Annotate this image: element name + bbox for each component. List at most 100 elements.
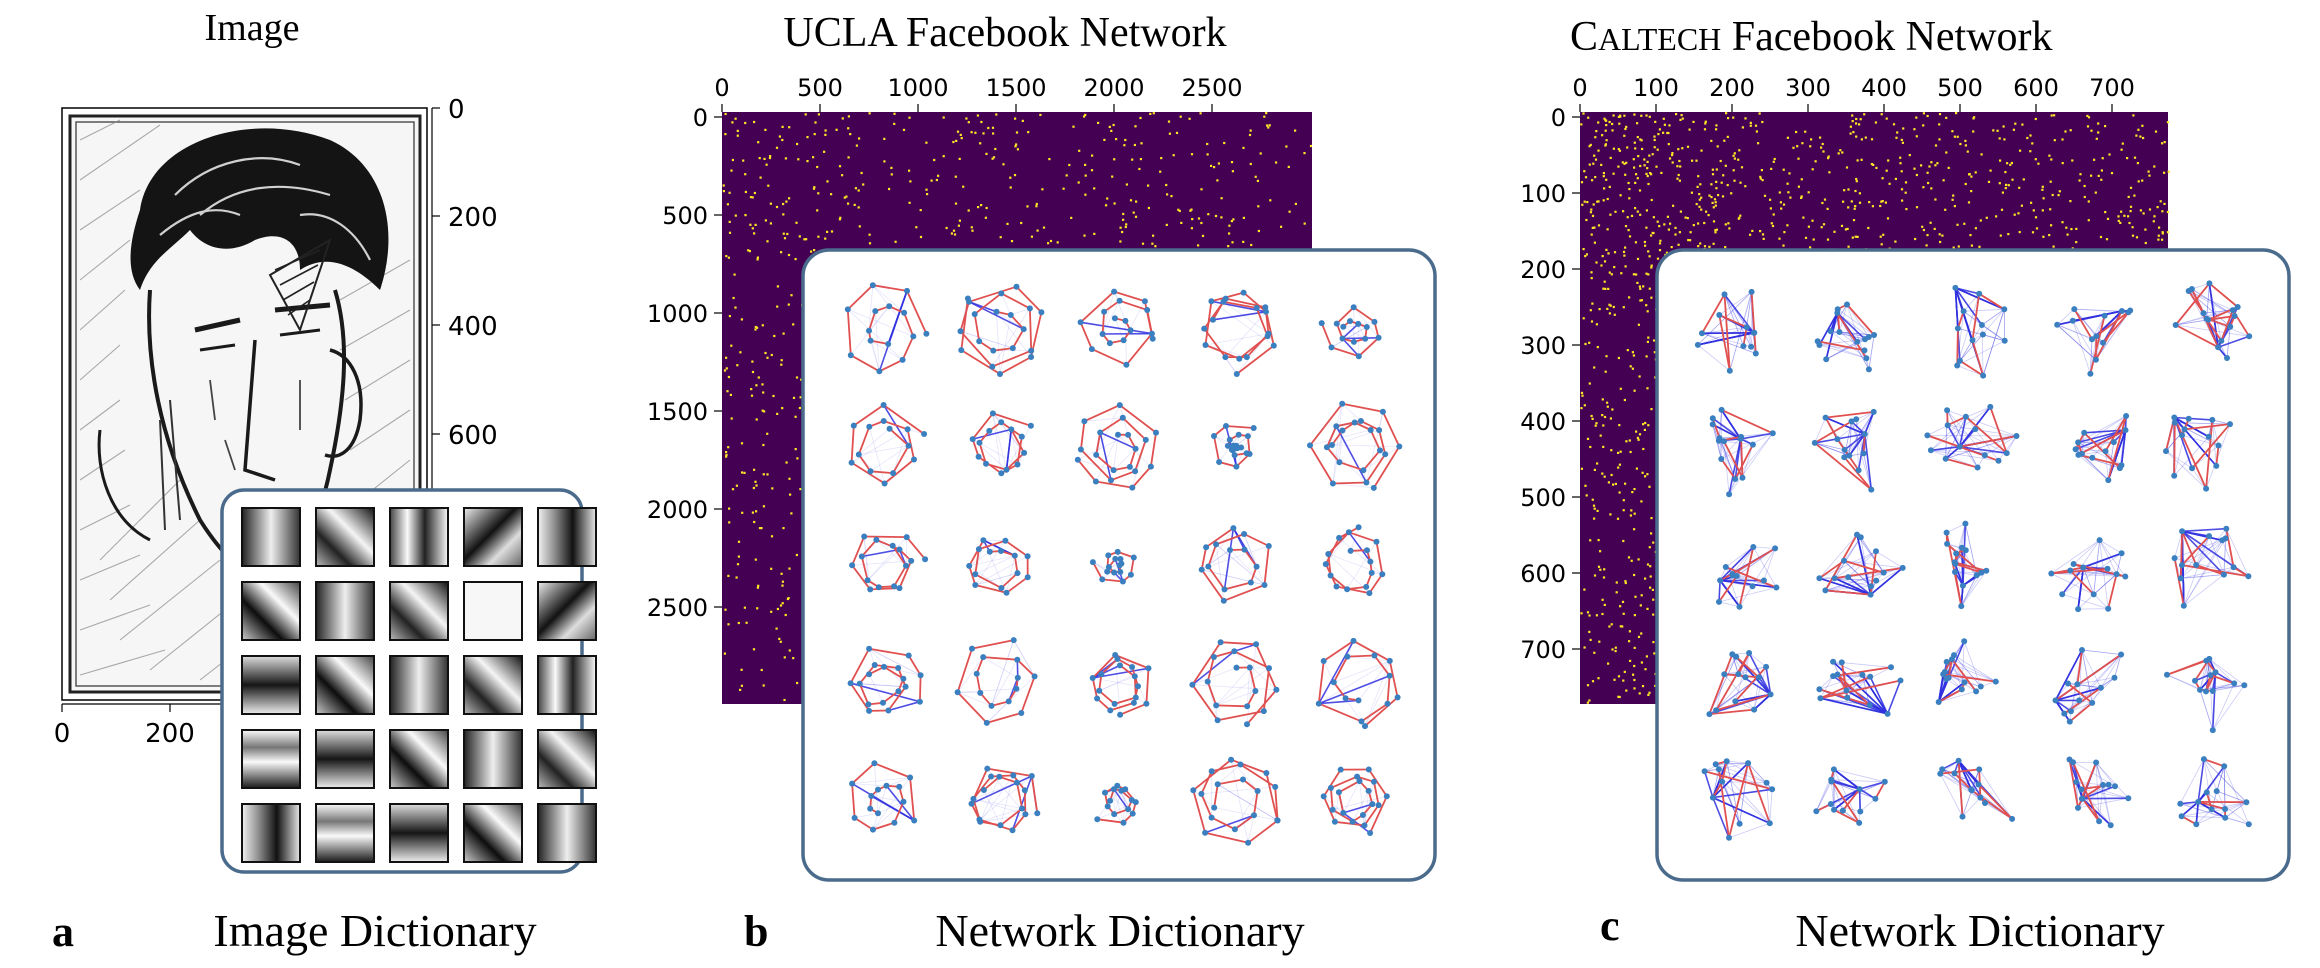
image-patch <box>537 803 597 863</box>
matrix-entry <box>835 128 838 131</box>
panel-a-title: Image <box>205 7 300 49</box>
matrix-entry <box>1103 138 1106 141</box>
matrix-entry <box>1603 568 1606 571</box>
matrix-entry <box>950 232 953 235</box>
matrix-entry <box>1617 148 1620 151</box>
matrix-entry <box>845 195 848 198</box>
matrix-entry <box>1653 138 1656 142</box>
matrix-entry <box>2087 219 2090 222</box>
matrix-entry <box>1152 112 1155 115</box>
panel-c-title-smallcaps: ALTECH <box>1598 21 1721 57</box>
matrix-entry <box>1641 471 1644 474</box>
panel-a-y-tick: 200 <box>448 203 498 233</box>
matrix-entry <box>1220 197 1223 200</box>
matrix-entry <box>1938 138 1941 141</box>
matrix-entry <box>1200 221 1203 225</box>
matrix-entry <box>1617 356 1620 360</box>
matrix-entry <box>1726 135 1729 138</box>
matrix-entry <box>2064 130 2067 133</box>
matrix-entry <box>1267 126 1270 129</box>
matrix-entry <box>766 356 769 359</box>
matrix-entry <box>1078 149 1081 152</box>
matrix-entry <box>1758 112 1761 115</box>
matrix-entry <box>1633 512 1636 515</box>
matrix-entry <box>1668 157 1672 160</box>
matrix-entry <box>1675 113 1678 116</box>
matrix-entry <box>1175 131 1179 134</box>
panel-b-title: UCLA Facebook Network <box>783 10 1226 56</box>
matrix-entry <box>1854 189 1857 193</box>
matrix-entry <box>1679 118 1682 121</box>
matrix-entry <box>919 209 922 212</box>
panel-b: UCLA Facebook Network 0 500 1000 1500 20… <box>647 10 1437 956</box>
matrix-entry <box>762 505 765 508</box>
matrix-entry <box>1650 173 1653 176</box>
matrix-entry <box>786 597 789 601</box>
matrix-entry <box>1072 125 1075 128</box>
matrix-entry <box>736 134 739 137</box>
matrix-entry <box>2034 158 2037 161</box>
matrix-entry <box>1636 122 1639 125</box>
matrix-entry <box>862 183 865 186</box>
matrix-entry <box>1644 475 1647 478</box>
matrix-entry <box>1646 340 1649 343</box>
matrix-entry <box>1807 225 1810 228</box>
matrix-entry <box>780 359 783 362</box>
matrix-entry <box>1595 261 1598 264</box>
matrix-entry <box>1612 114 1615 117</box>
matrix-entry <box>768 156 772 160</box>
matrix-entry <box>1584 342 1587 346</box>
matrix-entry <box>2079 173 2082 176</box>
matrix-entry <box>2011 178 2014 181</box>
matrix-entry <box>1625 125 1628 128</box>
matrix-entry <box>817 192 820 195</box>
matrix-entry <box>1723 139 1726 142</box>
matrix-entry <box>1879 204 1882 208</box>
matrix-entry <box>853 203 856 206</box>
matrix-entry <box>982 132 985 135</box>
matrix-entry <box>1658 242 1662 245</box>
matrix-entry <box>735 484 738 487</box>
matrix-entry <box>838 165 842 168</box>
matrix-entry <box>1242 216 1245 219</box>
matrix-entry <box>915 226 918 229</box>
matrix-entry <box>1084 113 1087 116</box>
matrix-entry <box>755 510 758 513</box>
matrix-entry <box>1622 539 1625 543</box>
matrix-entry <box>1591 226 1594 229</box>
matrix-entry <box>1645 355 1648 358</box>
matrix-entry <box>1610 623 1613 626</box>
matrix-entry <box>1992 129 1995 132</box>
matrix-entry <box>776 285 779 288</box>
matrix-entry <box>1715 180 1718 183</box>
matrix-entry <box>1640 114 1643 117</box>
matrix-entry <box>1926 114 1929 118</box>
matrix-entry <box>1217 162 1220 165</box>
matrix-entry <box>1754 124 1758 127</box>
matrix-entry <box>1618 122 1621 125</box>
matrix-entry <box>1782 203 1786 206</box>
image-dictionary-inset <box>220 488 597 874</box>
matrix-entry <box>860 171 863 175</box>
network-motif <box>1937 757 2016 822</box>
matrix-entry <box>2095 137 2098 140</box>
matrix-entry <box>1700 208 1703 211</box>
matrix-entry <box>1618 491 1621 494</box>
matrix-entry <box>2066 233 2069 236</box>
matrix-entry <box>1995 215 1998 218</box>
matrix-entry <box>1759 230 1762 233</box>
matrix-entry <box>847 156 850 159</box>
matrix-entry <box>1732 116 1735 119</box>
matrix-entry <box>1165 183 1168 187</box>
network-motif <box>1190 756 1281 846</box>
network-motif <box>968 765 1041 834</box>
matrix-entry <box>1595 323 1598 326</box>
matrix-entry <box>1631 351 1634 354</box>
matrix-entry <box>1957 245 1960 248</box>
panel-a-x-tick: 200 <box>145 719 195 749</box>
matrix-entry <box>1592 203 1595 206</box>
panel-c-x-tick: 400 <box>1861 74 1907 102</box>
matrix-entry <box>1604 144 1607 147</box>
matrix-entry <box>735 576 738 579</box>
matrix-entry <box>1611 408 1614 411</box>
